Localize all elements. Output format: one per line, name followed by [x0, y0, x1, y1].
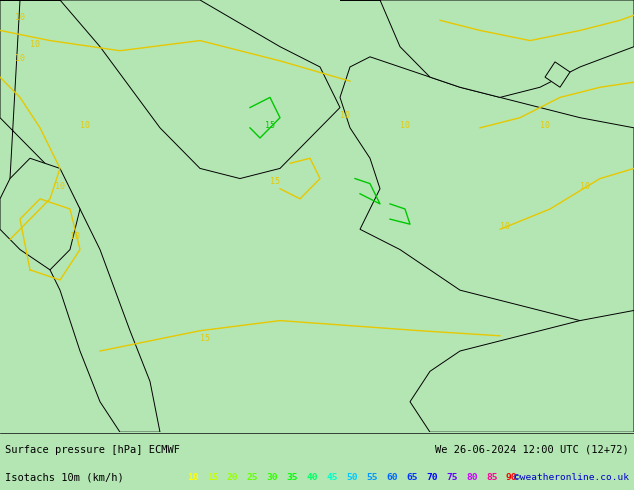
Polygon shape: [410, 311, 634, 432]
Text: 15: 15: [200, 334, 210, 343]
Text: 80: 80: [466, 473, 477, 482]
Text: 15: 15: [207, 473, 218, 482]
Text: 10: 10: [340, 111, 350, 120]
Text: 55: 55: [366, 473, 378, 482]
Text: 65: 65: [406, 473, 418, 482]
Polygon shape: [0, 0, 340, 178]
Text: 10: 10: [500, 222, 510, 231]
Text: 90: 90: [506, 473, 517, 482]
Text: 50: 50: [346, 473, 358, 482]
Text: 10: 10: [30, 40, 40, 49]
Text: 15: 15: [270, 176, 280, 186]
Text: Isotachs 10m (km/h): Isotachs 10m (km/h): [5, 472, 124, 482]
Polygon shape: [340, 57, 634, 331]
Text: 10: 10: [186, 473, 198, 482]
Polygon shape: [340, 0, 634, 98]
Text: 10: 10: [540, 121, 550, 130]
Text: 10: 10: [15, 13, 25, 22]
Text: 85: 85: [486, 473, 498, 482]
Text: 10: 10: [400, 121, 410, 130]
Text: 10: 10: [580, 182, 590, 191]
Polygon shape: [545, 62, 570, 87]
Text: 75: 75: [446, 473, 458, 482]
Polygon shape: [0, 0, 160, 432]
Text: 40: 40: [306, 473, 318, 482]
Text: 15: 15: [265, 121, 275, 130]
Text: 10: 10: [80, 121, 90, 130]
Text: 10: 10: [15, 54, 25, 63]
Text: 45: 45: [327, 473, 338, 482]
Text: 35: 35: [287, 473, 298, 482]
Text: We 26-06-2024 12:00 UTC (12+72): We 26-06-2024 12:00 UTC (12+72): [435, 445, 629, 455]
Text: Surface pressure [hPa] ECMWF: Surface pressure [hPa] ECMWF: [5, 445, 180, 455]
Text: 10: 10: [70, 232, 80, 242]
Text: 70: 70: [426, 473, 437, 482]
Text: ©weatheronline.co.uk: ©weatheronline.co.uk: [514, 473, 629, 482]
Polygon shape: [0, 158, 80, 270]
Text: 25: 25: [247, 473, 258, 482]
Text: 20: 20: [226, 473, 238, 482]
Text: 30: 30: [266, 473, 278, 482]
Text: 10: 10: [55, 182, 65, 191]
Text: 60: 60: [386, 473, 398, 482]
